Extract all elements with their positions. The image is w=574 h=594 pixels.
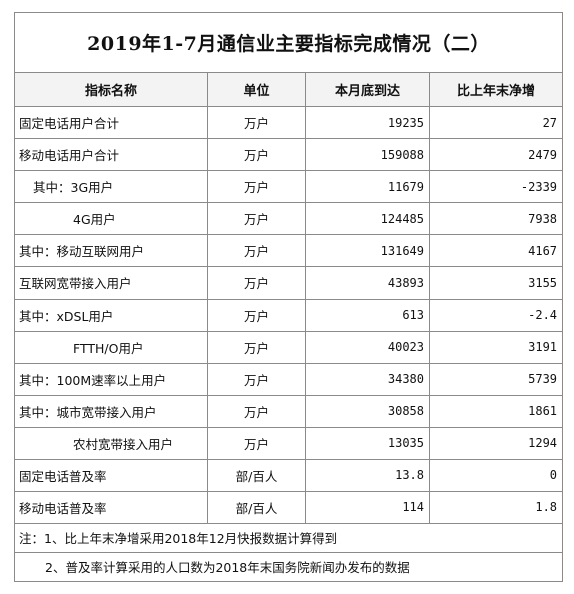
increase-value: 1861 xyxy=(428,394,564,428)
indicator-name: 其中：100M速率以上用户 xyxy=(14,362,208,396)
table-row: 4G用户 万户 124485 7938 xyxy=(14,202,564,236)
table-title: 2019年1-7月通信业主要指标完成情况（二） xyxy=(13,12,564,73)
increase-value: 3155 xyxy=(428,266,564,300)
unit-cell: 万户 xyxy=(207,202,306,236)
table-row: 移动电话用户合计 万户 159088 2479 xyxy=(14,138,564,172)
indicator-name: 农村宽带接入用户 xyxy=(14,426,208,460)
table-row: 其中：移动互联网用户 万户 131649 4167 xyxy=(14,234,564,268)
table-row: 其中：城市宽带接入用户 万户 30858 1861 xyxy=(14,394,564,428)
current-value: 114 xyxy=(305,490,430,524)
increase-value: 2479 xyxy=(428,138,564,172)
current-value: 30858 xyxy=(305,394,430,428)
unit-cell: 万户 xyxy=(207,138,306,172)
unit-cell: 万户 xyxy=(207,170,306,204)
current-value: 159088 xyxy=(305,138,430,172)
unit-cell: 万户 xyxy=(207,362,306,396)
current-value: 13.8 xyxy=(305,458,430,492)
increase-value: 27 xyxy=(428,106,564,140)
indicator-name: 固定电话普及率 xyxy=(14,458,208,492)
table-row: 固定电话用户合计 万户 19235 27 xyxy=(14,106,564,140)
table-row: 其中：3G用户 万户 11679 -2339 xyxy=(14,170,564,204)
indicator-name: 移动电话普及率 xyxy=(14,490,208,524)
table-row: 农村宽带接入用户 万户 13035 1294 xyxy=(14,426,564,460)
table-row: 其中：xDSL用户 万户 613 -2.4 xyxy=(14,298,564,332)
current-value: 13035 xyxy=(305,426,430,460)
indicator-table: 2019年1-7月通信业主要指标完成情况（二） 指标名称 单位 本月底到达 比上… xyxy=(13,12,564,583)
table-row: FTTH/O用户 万户 40023 3191 xyxy=(14,330,564,364)
increase-value: -2.4 xyxy=(428,298,564,332)
unit-cell: 万户 xyxy=(207,426,306,460)
indicator-name: 4G用户 xyxy=(14,202,208,236)
unit-cell: 部/百人 xyxy=(207,490,306,524)
table-row: 移动电话普及率 部/百人 114 1.8 xyxy=(14,490,564,524)
unit-cell: 万户 xyxy=(207,106,306,140)
indicator-name: 移动电话用户合计 xyxy=(14,138,208,172)
increase-value: 1.8 xyxy=(428,490,564,524)
current-value: 613 xyxy=(305,298,430,332)
increase-value: 4167 xyxy=(428,234,564,268)
indicator-name: 互联网宽带接入用户 xyxy=(14,266,208,300)
indicator-name: 其中：xDSL用户 xyxy=(14,298,208,332)
table-row: 固定电话普及率 部/百人 13.8 0 xyxy=(14,458,564,492)
current-value: 43893 xyxy=(305,266,430,300)
current-value: 131649 xyxy=(305,234,430,268)
current-value: 40023 xyxy=(305,330,430,364)
unit-cell: 万户 xyxy=(207,394,306,428)
current-value: 11679 xyxy=(305,170,430,204)
table-row: 其中：100M速率以上用户 万户 34380 5739 xyxy=(14,362,564,396)
table-row: 互联网宽带接入用户 万户 43893 3155 xyxy=(14,266,564,300)
unit-cell: 部/百人 xyxy=(207,458,306,492)
current-value: 124485 xyxy=(305,202,430,236)
current-value: 34380 xyxy=(305,362,430,396)
indicator-name: 其中：3G用户 xyxy=(14,170,208,204)
col-header-increase: 比上年末净增 xyxy=(428,71,564,108)
increase-value: 7938 xyxy=(428,202,564,236)
indicator-name: 其中：移动互联网用户 xyxy=(14,234,208,268)
col-header-unit: 单位 xyxy=(207,71,306,108)
increase-value: 5739 xyxy=(428,362,564,396)
indicator-name: FTTH/O用户 xyxy=(14,330,208,364)
unit-cell: 万户 xyxy=(207,298,306,332)
indicator-name: 其中：城市宽带接入用户 xyxy=(14,394,208,428)
col-header-indicator: 指标名称 xyxy=(14,71,208,108)
footnote-1: 注：1、比上年末净增采用2018年12月快报数据计算得到 xyxy=(13,522,564,553)
unit-cell: 万户 xyxy=(207,234,306,268)
header-row: 指标名称 单位 本月底到达 比上年末净增 xyxy=(14,71,564,108)
col-header-current: 本月底到达 xyxy=(305,71,430,108)
unit-cell: 万户 xyxy=(207,330,306,364)
increase-value: 0 xyxy=(428,458,564,492)
increase-value: 3191 xyxy=(428,330,564,364)
current-value: 19235 xyxy=(305,106,430,140)
indicator-name: 固定电话用户合计 xyxy=(14,106,208,140)
increase-value: 1294 xyxy=(428,426,564,460)
footnote-2: 2、普及率计算采用的人口数为2018年末国务院新闻办发布的数据 xyxy=(13,551,564,583)
unit-cell: 万户 xyxy=(207,266,306,300)
increase-value: -2339 xyxy=(428,170,564,204)
